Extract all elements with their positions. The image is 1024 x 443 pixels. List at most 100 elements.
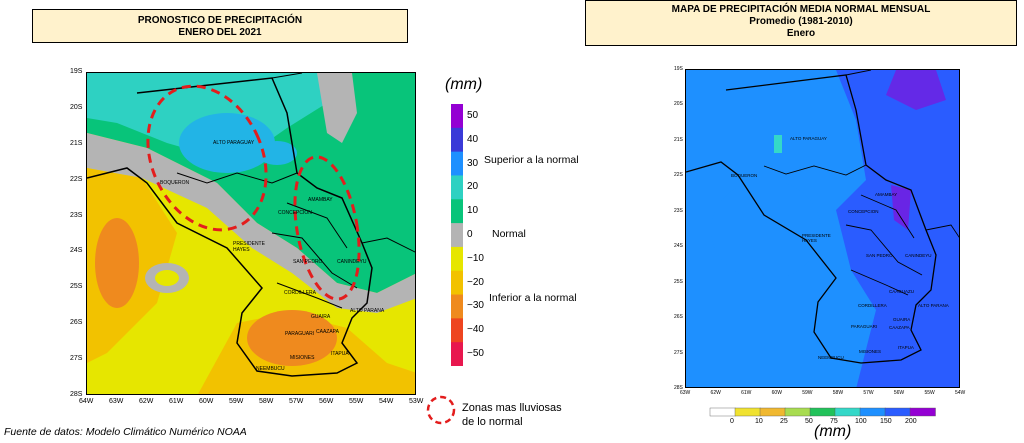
normal-tick: 150: [880, 418, 892, 425]
lat-tick: 20S: [70, 103, 83, 111]
anomaly-color-segment: [451, 199, 463, 224]
normal-tick: 25: [780, 418, 788, 425]
place-label: CANINDEYU: [337, 259, 367, 265]
anomaly-tick: 50: [467, 110, 479, 121]
lat-tick: 26S: [674, 314, 683, 321]
place-label: GUAIRA: [311, 314, 331, 320]
right-title-line1: MAPA DE PRECIPITACIÓN MEDIA NORMAL MENSU…: [671, 4, 931, 15]
data-source: Fuente de datos: Modelo Climático Numéri…: [4, 426, 247, 438]
anomaly-color-segment: [451, 270, 463, 296]
legend-below-normal: Inferior a la normal: [489, 292, 577, 304]
left-map-title: PRONOSTICO DE PRECIPITACIÓN ENERO DEL 20…: [32, 9, 408, 43]
lon-tick: 56W: [893, 390, 905, 396]
normal-color-segment: [759, 407, 786, 417]
lat-tick: 28S: [70, 391, 83, 398]
place-label: PRESIDENTE HAYES: [802, 233, 831, 243]
lon-tick: 55W: [924, 390, 935, 396]
place-label: AMAMBAY: [875, 192, 898, 197]
anomaly-tick: 10: [467, 205, 479, 217]
lat-tick: 19S: [70, 68, 83, 75]
lon-tick: 64W: [79, 398, 94, 405]
lon-tick: 56W: [319, 398, 334, 405]
place-label: ALTO PARANA: [918, 303, 949, 308]
lon-tick: 54W: [379, 398, 394, 405]
anomaly-tick: −20: [467, 276, 484, 288]
place-label: PRESIDENTE HAYES: [233, 241, 265, 253]
lon-tick: 59W: [229, 398, 244, 405]
lat-tick: 22S: [70, 175, 83, 183]
anomaly-colorbar: [451, 104, 463, 366]
lon-tick: 57W: [863, 390, 874, 396]
lat-tick: 23S: [70, 211, 83, 219]
place-label: PARAGUARI: [851, 324, 878, 329]
place-label: ALTO PARAGUAY: [213, 140, 255, 146]
place-label: AMAMBAY: [308, 197, 333, 203]
place-label: GUAIRA: [893, 317, 911, 322]
lat-tick: 28S: [674, 385, 683, 391]
lat-tick: 21S: [674, 136, 683, 143]
left-title-line2: ENERO DEL 2021: [178, 27, 262, 38]
place-label: CONCEPCION: [278, 210, 312, 216]
right-title-line2: Promedio (1981-2010): [749, 16, 853, 27]
normal-color-segment: [859, 407, 886, 417]
anomaly-color-segment: [451, 294, 463, 319]
lon-tick: 62W: [139, 398, 154, 405]
place-label: PARAGUARI: [285, 331, 315, 337]
anomaly-color-segment: [451, 127, 463, 153]
lon-tick: 54W: [955, 390, 966, 396]
normal-color-segment: [809, 407, 836, 417]
anomaly-unit-label: (mm): [445, 76, 483, 93]
place-label: CONCEPCION: [848, 209, 879, 214]
lon-tick: 58W: [832, 390, 844, 396]
right-title-line3: Enero: [786, 28, 816, 39]
place-label: MISIONES: [290, 355, 315, 361]
lat-tick: 22S: [674, 172, 683, 179]
anomaly-tick: −30: [467, 300, 484, 312]
normal-color-segment: [884, 407, 911, 417]
lon-tick: 58W: [259, 398, 274, 405]
place-label: ALTO PARAGUAY: [790, 136, 827, 141]
zones-line2: de lo normal: [462, 416, 523, 428]
legend-above-normal: Superior a la normal: [484, 154, 579, 166]
lon-tick: 57W: [289, 398, 304, 405]
normal-color-segment: [834, 407, 861, 417]
place-label: CORDILLERA: [858, 303, 887, 308]
anomaly-tick: −10: [467, 252, 484, 264]
place-label: SAN PEDRO: [866, 253, 893, 258]
lat-tick: 26S: [70, 319, 83, 327]
normal-tick: 0: [730, 418, 734, 425]
lon-tick: 55W: [349, 398, 364, 405]
anomaly-tick: 0: [467, 229, 473, 240]
anomaly-color-segment: [451, 318, 463, 343]
zones-line1: Zonas mas lluviosas: [462, 402, 562, 414]
lon-tick: 59W: [802, 390, 813, 396]
lat-tick: 23S: [674, 207, 683, 214]
lon-tick: 63W: [680, 390, 691, 396]
normal-color-segment: [909, 407, 936, 417]
zones-legend-text: Zonas mas lluviosas de lo normal: [462, 401, 562, 429]
anomaly-color-segment: [451, 223, 463, 248]
place-label: CANINDEYU: [905, 253, 932, 258]
lon-tick: 61W: [741, 390, 752, 396]
normal-tick: 100: [855, 418, 867, 425]
place-label: MISIONES: [859, 349, 882, 354]
lat-tick: 25S: [674, 278, 683, 285]
place-label: BOQUERON: [160, 180, 190, 186]
normal-precipitation-map: [685, 69, 960, 388]
anomaly-tick: −50: [467, 348, 484, 359]
place-label: CAAGUAZU: [889, 289, 915, 294]
place-label: NEEMBUCU: [818, 355, 844, 360]
normal-color-segment: [734, 407, 761, 417]
anomaly-tick: −40: [467, 324, 484, 336]
lon-tick: 61W: [169, 398, 184, 405]
place-label: CORDILLERA: [284, 290, 316, 296]
place-label: ALTO PARANA: [350, 308, 385, 314]
lon-tick: 53W: [409, 398, 424, 405]
place-label: BOQUERON: [731, 173, 758, 178]
lat-tick: 24S: [674, 243, 683, 250]
normal-colorbar: [709, 407, 936, 417]
left-title-line1: PRONOSTICO DE PRECIPITACIÓN: [137, 15, 303, 26]
zones-dashed-circle-icon: [426, 395, 456, 425]
lon-tick: 60W: [199, 398, 214, 405]
anomaly-tick: 30: [467, 157, 479, 169]
